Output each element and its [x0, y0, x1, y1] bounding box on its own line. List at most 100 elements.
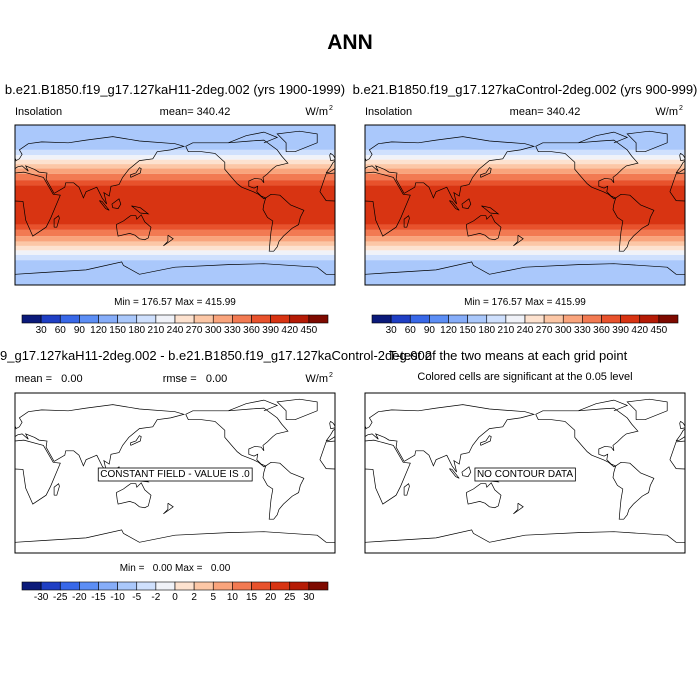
coastline [461, 198, 472, 209]
shade-band [365, 159, 685, 165]
shade-band [15, 125, 335, 150]
map-frame [14, 124, 336, 286]
coastline [480, 435, 492, 446]
shade-band [365, 149, 685, 156]
units-exponent: 2 [679, 105, 683, 112]
colorbar-label: -30 [34, 592, 49, 603]
colorbar-label: -20 [72, 592, 87, 603]
panel: b.e21.B1850.f19_g17.127kaH11-2deg.002 (y… [5, 82, 345, 336]
colorbar-box [136, 314, 157, 324]
colorbar-box [270, 581, 291, 591]
colorbar-box [155, 581, 176, 591]
coastline [15, 529, 335, 543]
colorbar-box [582, 314, 602, 324]
coastline [329, 152, 335, 161]
coastline [146, 483, 181, 508]
colorbar-box [79, 581, 99, 591]
coastline [115, 482, 152, 509]
panel-title: b.e21.B1850.f19_g17.127kaControl-2deg.00… [353, 82, 698, 97]
coastline [365, 171, 411, 237]
stats: Min = 176.57 Max = 415.99 [464, 297, 586, 308]
shade-band [365, 224, 685, 230]
colorbar-box [562, 314, 583, 324]
coastline [130, 167, 142, 178]
colorbar-label: 60 [55, 325, 67, 336]
coastline [365, 439, 411, 505]
coastline [0, 399, 27, 420]
shade-band [15, 164, 335, 169]
coastline [451, 436, 462, 446]
coastline [436, 483, 471, 508]
coastline [36, 405, 214, 473]
shade-band [365, 245, 685, 251]
panel-title: 9_g17.127kaH11-2deg.002 - b.e21.B1850.f1… [0, 348, 432, 363]
colorbar-box [308, 314, 329, 324]
shade-band [15, 250, 335, 255]
shade-band [15, 260, 335, 285]
shade-band [365, 260, 685, 285]
colorbar-label: 360 [243, 325, 260, 336]
colorbar-box [21, 314, 42, 324]
map-note-box [474, 467, 576, 482]
coastline [374, 484, 379, 496]
panel-title: T-test of the two means at each grid poi… [389, 348, 628, 363]
colorbar-label: 25 [284, 592, 296, 603]
shade-band [15, 149, 335, 156]
colorbar-label: 90 [74, 325, 86, 336]
shade-band [365, 125, 685, 150]
colorbar-box [289, 314, 310, 324]
colorbar-label: 150 [459, 325, 476, 336]
colorbar-label: 0 [172, 592, 178, 603]
coastline [131, 205, 150, 215]
colorbar-box [409, 314, 430, 324]
coastline [465, 214, 502, 241]
colorbar-label: 120 [90, 325, 107, 336]
stats: Min = 0.00 Max = 0.00 [120, 563, 231, 574]
colorbar-box [371, 314, 392, 324]
colorbar-label: 390 [612, 325, 629, 336]
colorbar-label: -5 [132, 592, 141, 603]
colorbar-label: 30 [386, 325, 398, 336]
shade-band [365, 164, 685, 169]
center-label: rmse = 0.00 [163, 373, 228, 385]
colorbar-box [448, 314, 468, 324]
coastline [535, 139, 639, 200]
coastline [365, 261, 685, 275]
colorbar-box [155, 314, 176, 324]
colorbar-box [270, 314, 291, 324]
colorbar-box [136, 581, 157, 591]
colorbar-box [59, 314, 80, 324]
coastline [307, 399, 347, 420]
map-frame [364, 392, 686, 554]
coastline [578, 131, 629, 144]
colorbar-box [174, 314, 195, 324]
shade-band [365, 180, 685, 186]
coastline [513, 234, 524, 247]
map [15, 125, 335, 285]
coastline [40, 421, 46, 428]
coastline [276, 398, 318, 421]
coastline [481, 205, 500, 215]
coastline [111, 198, 122, 209]
colorbar-label: 2 [191, 592, 197, 603]
colorbar-box [193, 581, 214, 591]
coastline [15, 404, 186, 473]
coastline [612, 461, 655, 520]
coastline [15, 439, 61, 505]
colorbar-label: 450 [651, 325, 668, 336]
center-label: mean= 340.42 [510, 106, 581, 118]
units: W/m [655, 106, 678, 118]
colorbar-box [174, 581, 195, 591]
coastline [115, 214, 152, 241]
coastline [403, 215, 410, 228]
colorbar-box [98, 314, 118, 324]
shade-band [15, 173, 335, 181]
coastline [15, 261, 335, 275]
shade-band [15, 229, 335, 237]
colorbar-box [212, 581, 233, 591]
left-label: Insolation [365, 106, 412, 118]
colorbar-label: 30 [303, 592, 315, 603]
colorbar-box [117, 314, 138, 324]
coastline [84, 484, 89, 496]
